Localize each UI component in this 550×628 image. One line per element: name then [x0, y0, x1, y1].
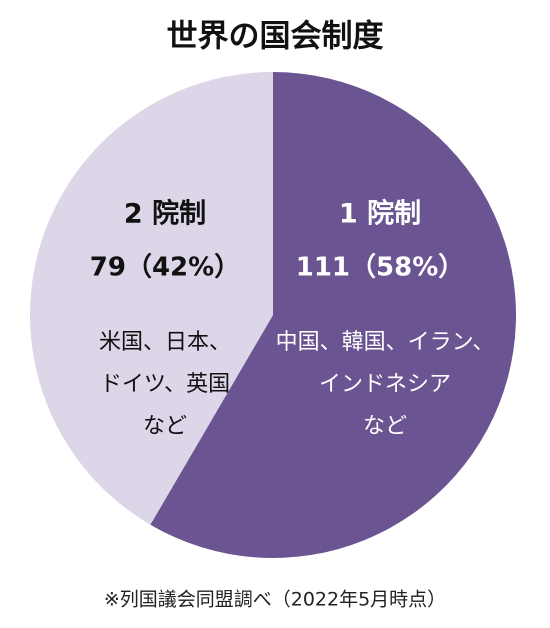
- slice-description: 米国、日本、: [99, 330, 231, 355]
- slice-description: など: [363, 414, 407, 439]
- slice-label: 1 院制: [339, 198, 421, 230]
- slice-description: インドネシア: [319, 372, 451, 397]
- pie-slice: [30, 72, 273, 525]
- slice-description: など: [143, 414, 187, 439]
- slice-label: 2 院制: [124, 198, 206, 230]
- value-label: 111（58%）: [296, 253, 465, 283]
- slice-description: ドイツ、英国: [100, 372, 230, 397]
- chart-title: 世界の国会制度: [167, 19, 384, 55]
- source-note: ※列国議会同盟調べ（2022年5月時点）: [104, 589, 446, 611]
- pie-slice: [150, 72, 517, 558]
- slice-description: 中国、韓国、イラン、: [276, 330, 495, 355]
- value-label: 79（42%）: [90, 253, 240, 283]
